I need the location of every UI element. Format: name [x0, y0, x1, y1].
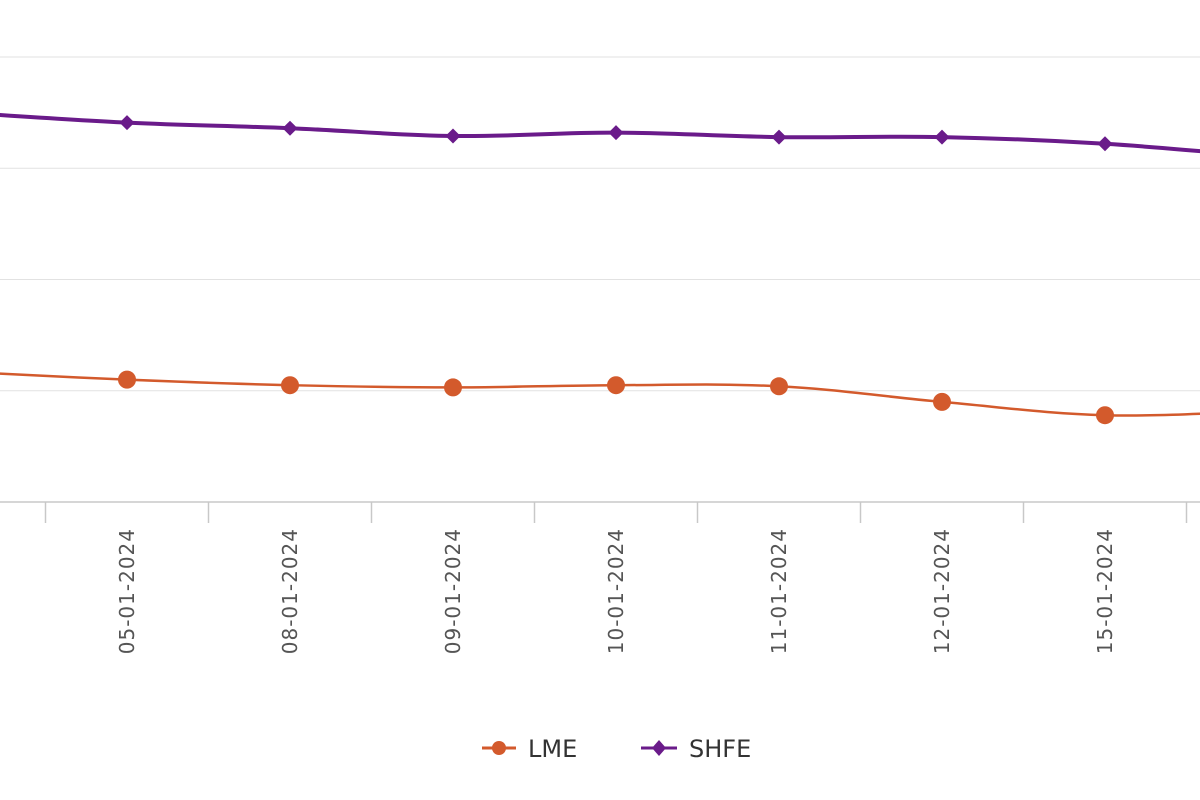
legend-item-lme[interactable]: LME — [482, 735, 577, 763]
x-tick-label: 08-01-2024 — [278, 528, 302, 654]
data-point-shfe[interactable] — [608, 125, 624, 141]
x-tick-label: 10-01-2024 — [604, 528, 628, 654]
data-point-shfe[interactable] — [445, 128, 461, 144]
circle-marker-icon — [492, 741, 506, 755]
x-tick-label: 05-01-2024 — [115, 528, 139, 654]
x-tick-label: 09-01-2024 — [441, 528, 465, 654]
data-point-shfe[interactable] — [1097, 136, 1113, 152]
legend-item-shfe[interactable]: SHFE — [641, 735, 751, 763]
x-tick-label: 11-01-2024 — [767, 528, 791, 654]
legend-label-shfe: SHFE — [689, 735, 751, 763]
data-point-lme[interactable] — [118, 370, 136, 389]
data-point-lme[interactable] — [444, 378, 462, 397]
series-line-shfe — [0, 112, 1200, 154]
data-point-lme[interactable] — [281, 376, 299, 395]
data-point-shfe[interactable] — [282, 120, 298, 136]
data-point-lme[interactable] — [1096, 406, 1114, 425]
legend: LME SHFE — [482, 735, 751, 763]
series-line-lme — [0, 372, 1200, 417]
data-point-lme[interactable] — [933, 392, 951, 411]
data-point-shfe[interactable] — [119, 115, 135, 131]
grid-lines — [0, 56, 1200, 503]
x-axis: 05-01-2024 08-01-2024 09-01-2024 10-01-2024… — [44, 502, 1188, 654]
data-point-lme[interactable] — [770, 377, 788, 396]
series-layer — [0, 112, 1200, 425]
series-lme — [0, 370, 1200, 425]
x-tick-label: 15-01-2024 — [1093, 528, 1117, 654]
legend-label-lme: LME — [528, 735, 577, 763]
data-point-shfe[interactable] — [934, 129, 950, 145]
diamond-marker-icon — [652, 740, 666, 756]
data-point-lme[interactable] — [607, 376, 625, 395]
x-tick-label: 12-01-2024 — [930, 528, 954, 654]
series-shfe — [0, 112, 1200, 154]
data-point-shfe[interactable] — [771, 129, 787, 145]
